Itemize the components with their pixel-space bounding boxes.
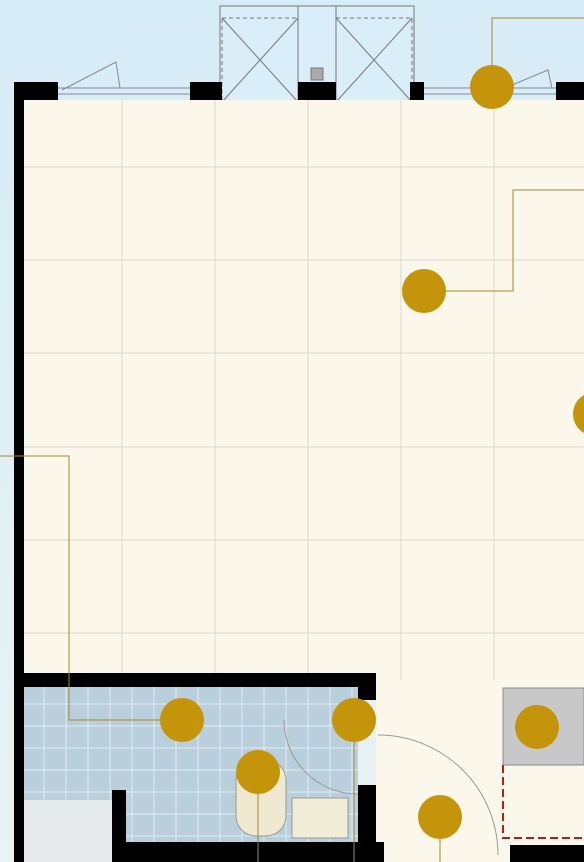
hotspot[interactable] [515, 705, 559, 749]
door-swing [377, 734, 499, 856]
walls [14, 82, 584, 862]
hotspot[interactable] [402, 269, 446, 313]
counter-outline [502, 765, 584, 839]
floor-grid [22, 100, 584, 680]
hotspot[interactable] [332, 698, 376, 742]
hotspot[interactable] [236, 750, 280, 794]
hotspots [160, 65, 584, 839]
hotspot[interactable] [470, 65, 514, 109]
utility [14, 800, 112, 862]
hotspot[interactable] [573, 392, 584, 436]
basin [291, 797, 349, 839]
hotspot[interactable] [160, 698, 204, 742]
hotspot[interactable] [418, 795, 462, 839]
living-floor [22, 100, 584, 680]
bath-door-swing [283, 719, 359, 795]
balcony [219, 5, 415, 103]
windows [58, 61, 556, 95]
